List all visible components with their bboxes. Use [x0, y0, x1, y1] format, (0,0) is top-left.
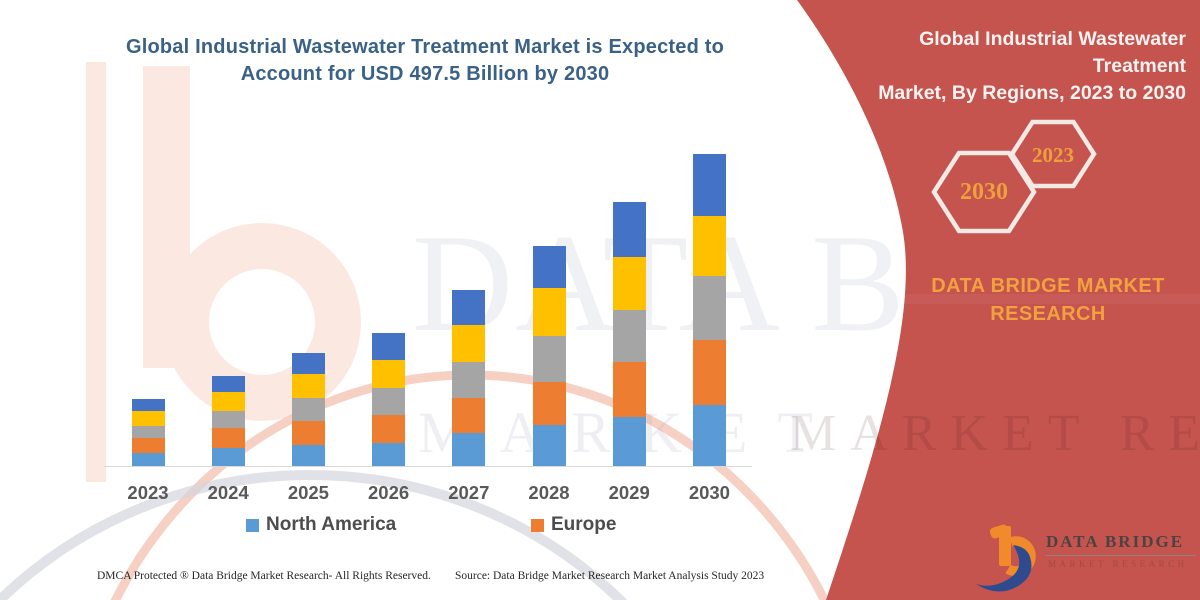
bar-segment-#FFC000 [131, 411, 165, 427]
side-panel-title-line2: Market, By Regions, 2023 to 2030 [878, 82, 1186, 104]
bar-segment-#FFC000 [692, 215, 726, 276]
bar-segment-north-america [612, 417, 646, 466]
bar-segment-europe [291, 421, 325, 445]
bar-segment-north-america [131, 453, 165, 466]
bar-segment-#4472C4 [612, 202, 646, 258]
brand-text: DATA BRIDGE MARKET RESEARCH [920, 272, 1176, 328]
bar-segment-#A5A5A5 [692, 275, 726, 340]
bar-2025 [291, 353, 325, 466]
x-label-2028: 2028 [528, 482, 570, 503]
legend-swatch-europe [531, 518, 544, 532]
hexagon-2023-label: 2023 [1032, 143, 1074, 167]
bar-segment-europe [372, 414, 406, 443]
chart-title-line1: Global Industrial Wastewater Treatment M… [125, 36, 725, 58]
bar-segment-north-america [291, 445, 325, 466]
chart-title: Global Industrial Wastewater Treatment M… [90, 34, 760, 88]
bar-segment-#4472C4 [452, 290, 486, 326]
brand-text-line1: DATA BRIDGE MARKET [931, 275, 1165, 297]
bar-2023 [131, 399, 165, 466]
bar-segment-#A5A5A5 [131, 426, 165, 439]
logo-subtext: MARKET RESEARCH [1048, 559, 1188, 569]
brand-text-line2: RESEARCH [990, 303, 1106, 325]
x-label-2023: 2023 [127, 482, 169, 503]
x-label-2025: 2025 [287, 482, 329, 503]
bar-segment-europe [131, 438, 165, 454]
legend-label-europe: Europe [551, 514, 617, 535]
bar-segment-europe [452, 398, 486, 434]
bar-segment-europe [532, 382, 566, 425]
bar-segment-#A5A5A5 [211, 411, 245, 429]
bar-segment-#A5A5A5 [532, 335, 566, 382]
x-label-2024: 2024 [207, 482, 249, 503]
dmca-copyright-text: DMCA Protected ® Data Bridge Market Rese… [97, 570, 431, 582]
x-axis-line [104, 466, 752, 467]
bar-segment-#FFC000 [612, 257, 646, 311]
data-bridge-logo-mark [976, 524, 1036, 592]
bar-segment-#A5A5A5 [612, 310, 646, 363]
hexagon-2030-label: 2030 [960, 179, 1008, 205]
bar-segment-north-america [452, 433, 486, 466]
bar-segment-europe [612, 362, 646, 418]
bar-segment-#A5A5A5 [452, 362, 486, 399]
legend-label-north-america: North America [266, 514, 397, 535]
bar-2024 [211, 376, 245, 466]
legend-item-europe: Europe [531, 514, 616, 536]
bar-segment-#4472C4 [692, 154, 726, 216]
bar-2026 [372, 332, 406, 466]
side-panel-title-line1: Global Industrial Wastewater Treatment [919, 28, 1186, 77]
bar-segment-#FFC000 [452, 325, 486, 363]
x-label-2030: 2030 [688, 482, 730, 503]
bar-2027 [452, 290, 486, 466]
bar-segment-#FFC000 [291, 374, 325, 398]
bar-segment-#4472C4 [532, 245, 566, 288]
bar-segment-#4472C4 [372, 332, 406, 360]
bar-segment-north-america [211, 448, 245, 466]
bar-segment-#FFC000 [372, 359, 406, 388]
bar-segment-#FFC000 [532, 287, 566, 336]
bar-segment-#A5A5A5 [372, 387, 406, 415]
bar-2029 [612, 202, 646, 466]
x-label-2029: 2029 [608, 482, 650, 503]
source-text: Source: Data Bridge Market Research Mark… [455, 570, 765, 582]
chart-title-line2: Account for USD 497.5 Billion by 2030 [240, 63, 610, 85]
bar-segment-#4472C4 [211, 376, 245, 393]
bar-segment-#4472C4 [291, 353, 325, 374]
bar-segment-north-america [532, 425, 566, 466]
bar-segment-europe [692, 339, 726, 405]
bar-segment-#A5A5A5 [291, 398, 325, 421]
bar-2028 [532, 245, 566, 466]
legend-swatch-north-america [246, 518, 259, 532]
data-bridge-logo: DATA BRIDGE MARKET RESEARCH [968, 520, 1198, 598]
bar-segment-europe [211, 428, 245, 449]
x-label-2026: 2026 [368, 482, 410, 503]
bar-2030 [692, 154, 726, 466]
bar-segment-#FFC000 [211, 392, 245, 412]
bar-segment-#4472C4 [131, 399, 165, 412]
side-panel-title: Global Industrial Wastewater Treatment M… [826, 26, 1186, 107]
bar-segment-north-america [372, 443, 406, 466]
logo-wordmark: DATA BRIDGE [1046, 532, 1196, 556]
legend-item-north-america: North America [246, 514, 396, 536]
x-label-2027: 2027 [448, 482, 490, 503]
bar-segment-north-america [692, 405, 726, 466]
